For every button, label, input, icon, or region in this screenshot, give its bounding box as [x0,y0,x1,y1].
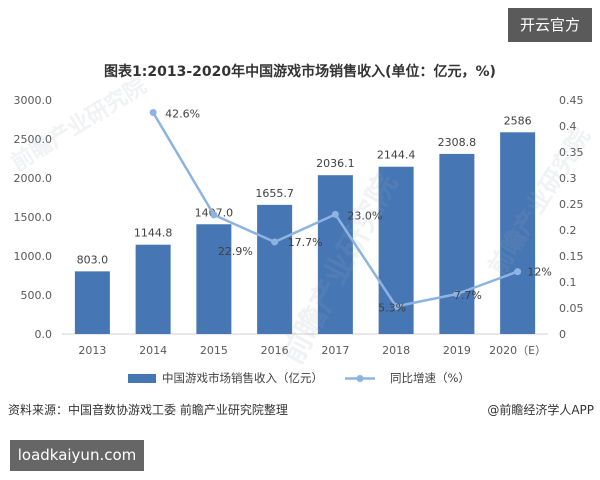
bar-value-label: 2144.4 [377,149,416,162]
growth-rate-label: 7.7% [454,289,482,302]
growth-rate-point [331,210,339,218]
x-tick-label: 2016 [261,344,289,357]
revenue-bar [257,204,293,334]
x-tick-label: 2013 [78,344,106,357]
y-left-tick-label: 500.0 [21,289,53,302]
growth-rate-label: 12% [527,266,551,279]
growth-rate-label: 5.3% [378,301,406,314]
y-right-tick-label: 0.45 [559,94,584,107]
y-right-tick-label: 0.2 [559,224,577,237]
revenue-bar [74,271,110,334]
legend-line-marker [356,375,364,382]
revenue-bar [500,132,536,334]
y-right-tick-label: 0.1 [559,276,577,289]
growth-rate-label: 42.6% [165,107,200,120]
x-tick-label: 2018 [382,344,410,357]
plot-area: 0.0 500.0 1000.0 1500.0 2000.0 2500.0 3000.0 0 0… [14,94,584,357]
revenue-bar [135,244,171,334]
revenue-bar [439,153,475,334]
url-badge: loadkaiyun.com [10,440,144,471]
growth-rate-point [453,290,461,298]
legend-bar-swatch [128,374,156,383]
growth-rate-point [392,302,400,310]
bar-value-label: 803.0 [77,253,109,266]
bar-value-label: 2586 [504,114,532,127]
chart-title: 图表1:2013-2020年中国游戏市场销售收入(单位：亿元，%) [104,64,496,80]
x-tick-label: 2017 [321,344,349,357]
y-left-tick-label: 1500.0 [14,211,53,224]
x-tick-label: 2014 [139,344,167,357]
y-left-tick-label: 0.0 [35,328,53,341]
y-left-tick-label: 1000.0 [14,250,53,263]
growth-rate-point [149,108,157,116]
bar-value-label: 2036.1 [316,157,355,170]
y-left-tick-label: 2000.0 [14,172,53,185]
x-tick-label: 2020（E） [489,344,546,357]
legend: 中国游戏市场销售收入（亿元） 同比增速（%） [128,371,470,385]
legend-line-label: 同比增速（%） [390,371,470,385]
revenue-bar [196,224,232,334]
bar-value-label: 2308.8 [438,136,477,149]
legend-bar-label: 中国游戏市场销售收入（亿元） [162,371,323,385]
growth-rate-label: 17.7% [288,236,323,249]
revenue-bar [317,175,353,334]
x-tick-label: 2019 [443,344,471,357]
growth-rate-label: 23.0% [347,209,382,222]
y-right-tick-label: 0.35 [559,146,584,159]
x-tick-label: 2015 [200,344,228,357]
y-right-tick-label: 0.3 [559,172,577,185]
brand-badge: 开云官方 [508,8,592,42]
source-account: @前瞻经济学人APP [487,403,594,417]
source-note: 资料来源：中国音数协游戏工委 前瞻产业研究院整理 [8,403,288,417]
y-left-tick-label: 3000.0 [14,94,53,107]
y-right-tick-label: 0.15 [559,250,584,263]
y-right-tick-label: 0.05 [559,302,584,315]
growth-rate-point [514,268,522,276]
growth-rate-point [271,238,279,246]
y-left-tick-label: 2500.0 [14,133,53,146]
growth-rate-label: 22.9% [218,245,253,258]
y-right-tick-label: 0 [559,328,566,341]
bar-value-label: 1655.7 [255,187,294,200]
y-right-tick-label: 0.25 [559,198,584,211]
growth-rate-point [210,211,218,219]
bar-value-label: 1144.8 [134,227,173,240]
y-right-tick-label: 0.4 [559,120,577,133]
